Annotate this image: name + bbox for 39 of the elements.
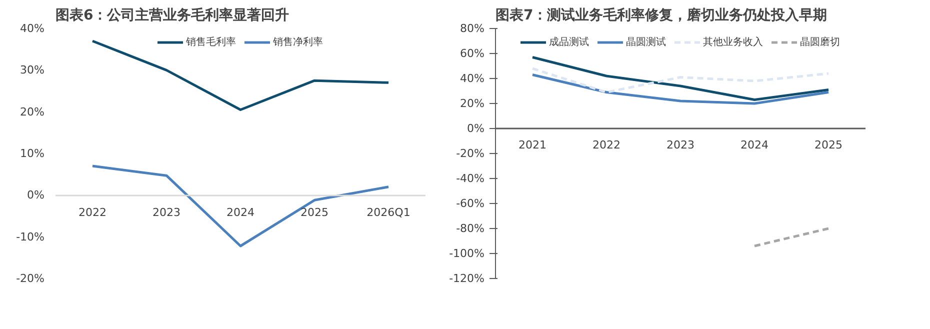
chart-title: 图表7：测试业务毛利率修复，磨切业务仍处投入早期 (496, 6, 828, 24)
x-tick-label: 2026Q1 (366, 206, 410, 220)
y-tick-label: -100% (449, 247, 485, 260)
x-tick-label: 2023 (666, 138, 695, 152)
legend-label: 其他业务收入 (703, 36, 763, 49)
legend-label: 晶圆磨切 (800, 36, 840, 49)
x-tick-label: 2024 (740, 138, 769, 152)
line-series (531, 56, 830, 101)
y-tick-label: -20% (456, 147, 485, 160)
line-series (531, 74, 830, 105)
y-tick-label: -120% (449, 272, 485, 285)
x-tick-label: 2022 (78, 206, 107, 220)
y-tick-label: 0% (27, 188, 44, 202)
y-tick-label: 0% (467, 122, 484, 135)
legend-label: 销售毛利率 (186, 36, 236, 49)
y-tick-label: 40% (20, 22, 45, 35)
y-tick-label: -20% (16, 272, 45, 285)
x-tick-label: 2021 (518, 138, 547, 152)
x-tick-label: 2023 (152, 206, 181, 220)
x-tick-label: 2024 (226, 206, 255, 220)
y-tick-label: -60% (456, 197, 485, 210)
x-tick-label: 2025 (814, 138, 843, 152)
chart-title: 图表6：公司主营业务毛利率显著回升 (56, 6, 290, 24)
y-tick-label: 30% (20, 64, 45, 77)
x-tick-label: 2025 (300, 206, 329, 220)
y-tick-label: 10% (20, 147, 45, 160)
y-tick-label: 20% (460, 97, 485, 110)
y-tick-label: 20% (20, 105, 45, 118)
y-tick-label: -80% (456, 222, 485, 235)
y-tick-label: 60% (460, 47, 485, 60)
y-tick-label: -40% (456, 172, 485, 185)
x-tick-label: 2022 (592, 138, 621, 152)
line-series (531, 67, 830, 94)
y-tick-label: 80% (460, 22, 485, 35)
y-tick-label: -10% (16, 230, 45, 244)
legend-label: 成品测试 (549, 36, 589, 49)
y-tick-label: 40% (460, 72, 485, 85)
legend-label: 晶圆测试 (626, 36, 666, 49)
legend-label: 销售净利率 (273, 36, 323, 49)
